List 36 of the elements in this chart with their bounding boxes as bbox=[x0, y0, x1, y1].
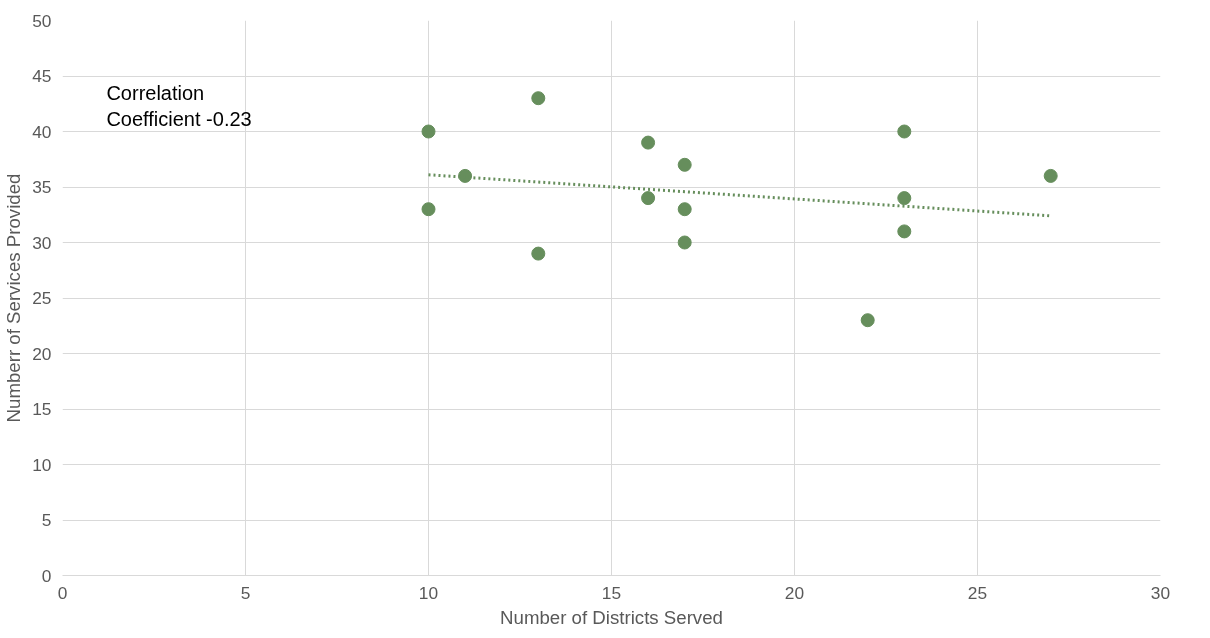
point bbox=[531, 91, 546, 106]
x-tick-label: 5 bbox=[240, 582, 251, 603]
y-tick-label: 45 bbox=[32, 66, 52, 86]
y-tick-label: 10 bbox=[32, 454, 52, 475]
y-tick-label: 40 bbox=[32, 121, 52, 142]
y-tick-label: 20 bbox=[32, 343, 52, 364]
x-tick-label: 25 bbox=[967, 582, 988, 603]
y-tick-label: 5 bbox=[41, 510, 52, 530]
point bbox=[421, 124, 436, 139]
y-tick-label: 50 bbox=[32, 10, 52, 31]
x-tick-label: 20 bbox=[784, 582, 805, 603]
annotation: Correlation Coefficient -0.23 bbox=[106, 81, 252, 130]
point bbox=[641, 135, 656, 150]
point bbox=[1043, 168, 1058, 183]
y-tick-label: 30 bbox=[32, 232, 52, 253]
point bbox=[641, 191, 656, 206]
point bbox=[897, 224, 912, 239]
point bbox=[677, 202, 692, 217]
y-tick-label: 0 bbox=[41, 565, 52, 586]
y-tick-label: 15 bbox=[32, 399, 52, 419]
y-tick-label: 25 bbox=[32, 288, 52, 308]
y-tick-label: 35 bbox=[32, 177, 52, 197]
point bbox=[897, 191, 912, 206]
point bbox=[531, 246, 546, 261]
point bbox=[458, 168, 473, 183]
x-tick-label: 10 bbox=[418, 582, 439, 603]
x-tick-label: 30 bbox=[1150, 582, 1171, 603]
x-axis-title: Number of Districts Served bbox=[500, 606, 723, 628]
x-tick-label: 0 bbox=[57, 582, 68, 603]
point bbox=[677, 235, 692, 250]
point bbox=[897, 124, 912, 139]
point bbox=[677, 157, 692, 172]
point bbox=[860, 313, 875, 328]
x-tick-label: 15 bbox=[601, 582, 622, 603]
y-axis-title: Numberr of Services Provided bbox=[3, 173, 25, 423]
point bbox=[421, 202, 436, 217]
